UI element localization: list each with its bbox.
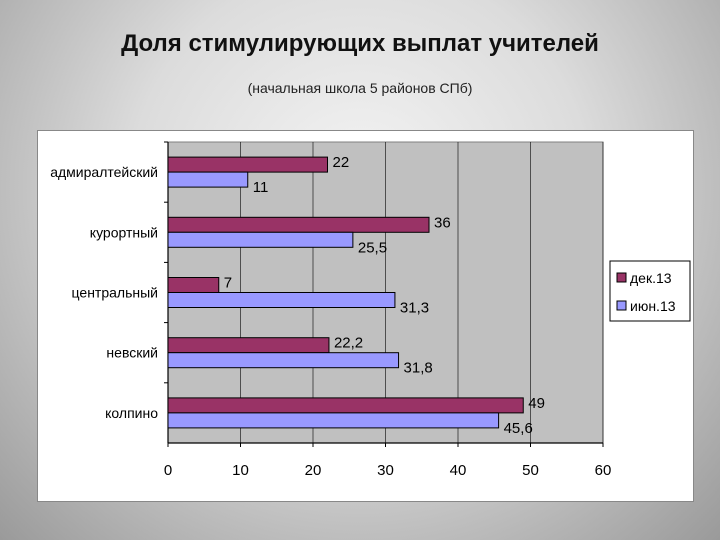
- bar-jun13: [167, 171, 249, 188]
- x-tick-label: 30: [377, 462, 394, 479]
- bar-jun13: [167, 231, 354, 248]
- x-tick-label: 0: [164, 462, 172, 479]
- bar-dec13: [167, 397, 524, 414]
- legend-swatch: [616, 300, 627, 311]
- legend: [609, 260, 691, 322]
- x-tick-label: 60: [595, 462, 612, 479]
- data-label: 7: [224, 275, 232, 292]
- x-tick-label: 50: [522, 462, 539, 479]
- data-label: 11: [253, 179, 269, 196]
- bar-chart: 0 10 20 30 40 50 60 адмиралтейский 22 11 курортный…: [50, 141, 691, 479]
- category-label: невский: [106, 345, 158, 361]
- legend-label: дек.13: [630, 270, 672, 286]
- x-tick-label: 10: [232, 462, 249, 479]
- page-subtitle: (начальная школа 5 районов СПб): [247, 80, 473, 96]
- bar-dec13: [167, 277, 220, 293]
- category-label: адмиралтейский: [50, 164, 158, 180]
- x-tick-label: 20: [305, 462, 322, 479]
- data-label: 22,2: [334, 335, 363, 352]
- data-label: 49: [528, 395, 545, 412]
- bar-jun13: [167, 292, 396, 308]
- data-label: 31,3: [400, 300, 429, 317]
- legend-label: июн.13: [630, 298, 676, 314]
- page-title: Доля стимулирующих выплат учителей: [121, 30, 599, 57]
- bar-jun13: [167, 412, 500, 429]
- data-label: 31,8: [404, 360, 433, 377]
- data-label: 22: [333, 154, 350, 171]
- data-label: 36: [434, 214, 451, 231]
- category-label: центральный: [72, 285, 158, 301]
- x-tick-label: 40: [450, 462, 467, 479]
- category-label: колпино: [105, 405, 158, 421]
- legend-swatch: [616, 272, 627, 283]
- category-label: курортный: [90, 224, 158, 240]
- bar-dec13: [167, 216, 430, 233]
- data-label: 25,5: [358, 239, 387, 256]
- bar-dec13: [167, 337, 330, 354]
- chart-panel: 0 10 20 30 40 50 60 адмиралтейский 22 11 курортный…: [37, 130, 694, 502]
- bar-dec13: [167, 156, 328, 173]
- data-label: 45,6: [504, 420, 533, 437]
- bar-jun13: [167, 352, 400, 369]
